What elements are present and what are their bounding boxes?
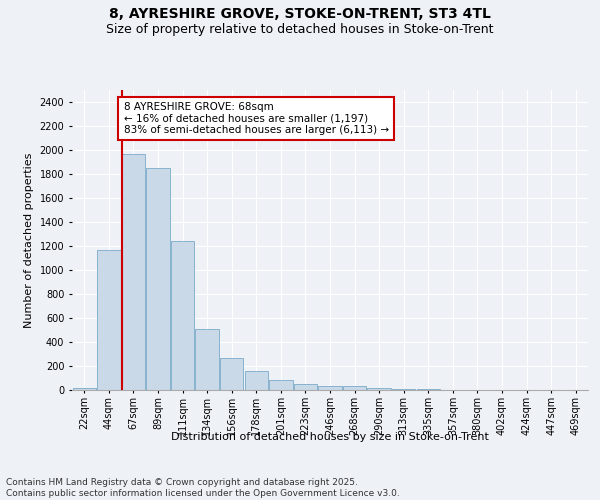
Text: Size of property relative to detached houses in Stoke-on-Trent: Size of property relative to detached ho… xyxy=(106,22,494,36)
Bar xyxy=(171,241,194,390)
Y-axis label: Number of detached properties: Number of detached properties xyxy=(24,152,34,328)
Bar xyxy=(392,389,415,390)
Bar xyxy=(245,372,268,390)
Bar xyxy=(196,329,219,390)
Bar xyxy=(367,388,391,390)
Bar xyxy=(146,168,170,390)
Bar xyxy=(97,250,121,390)
Text: Contains HM Land Registry data © Crown copyright and database right 2025.
Contai: Contains HM Land Registry data © Crown c… xyxy=(6,478,400,498)
Text: 8, AYRESHIRE GROVE, STOKE-ON-TRENT, ST3 4TL: 8, AYRESHIRE GROVE, STOKE-ON-TRENT, ST3 … xyxy=(109,8,491,22)
Bar xyxy=(73,388,96,390)
Bar xyxy=(220,358,244,390)
Text: Distribution of detached houses by size in Stoke-on-Trent: Distribution of detached houses by size … xyxy=(171,432,489,442)
Bar xyxy=(319,386,341,390)
Text: 8 AYRESHIRE GROVE: 68sqm
← 16% of detached houses are smaller (1,197)
83% of sem: 8 AYRESHIRE GROVE: 68sqm ← 16% of detach… xyxy=(124,102,389,135)
Bar xyxy=(122,154,145,390)
Bar xyxy=(294,384,317,390)
Bar xyxy=(269,380,293,390)
Bar xyxy=(343,386,366,390)
